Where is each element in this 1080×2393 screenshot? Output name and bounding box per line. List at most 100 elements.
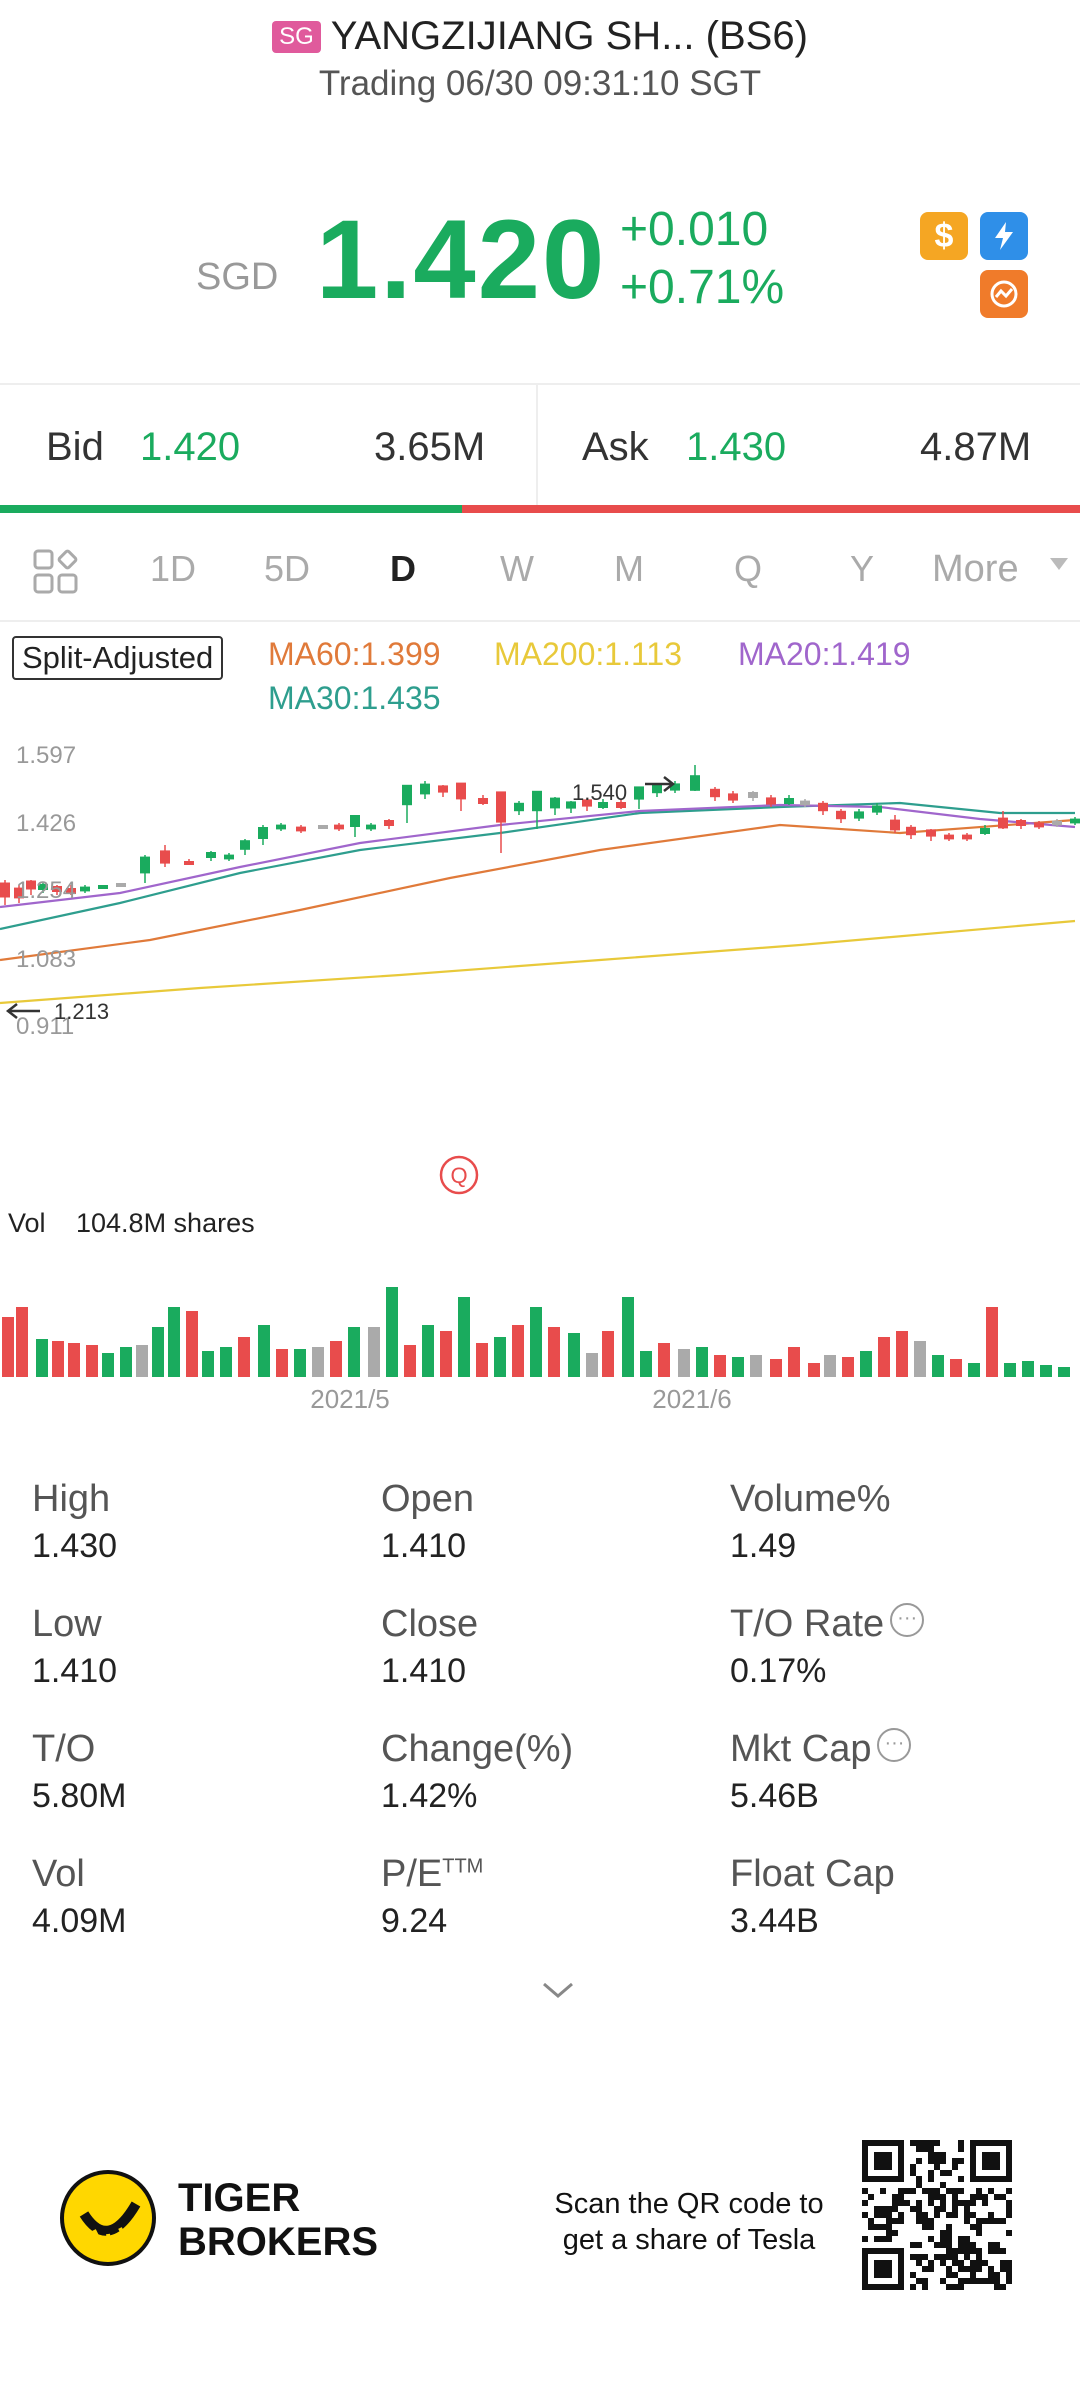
title-row[interactable]: SG YANGZIJIANG SH... (BS6) bbox=[0, 14, 1080, 59]
tab-m[interactable]: M bbox=[614, 548, 644, 589]
candle-body bbox=[296, 826, 306, 832]
tab-1d[interactable]: 1D bbox=[150, 548, 197, 589]
qr-module bbox=[946, 2266, 952, 2272]
volume-bar bbox=[476, 1343, 488, 1377]
qr-module bbox=[994, 2242, 1000, 2248]
qr-module bbox=[976, 2188, 982, 2194]
candle-body bbox=[1016, 820, 1026, 826]
qr-module bbox=[880, 2206, 886, 2212]
qr-module bbox=[994, 2194, 1000, 2200]
qr-module bbox=[988, 2212, 994, 2218]
volume-bar bbox=[1058, 1367, 1070, 1377]
tab-q[interactable]: Q bbox=[734, 548, 763, 589]
qr-module bbox=[934, 2140, 940, 2146]
event-marker[interactable]: Q bbox=[439, 1155, 479, 1195]
qr-module bbox=[886, 2218, 892, 2224]
qr-module bbox=[862, 2212, 868, 2218]
stat-high: High 1.430 bbox=[32, 1478, 117, 1566]
volume-bar bbox=[348, 1327, 360, 1377]
qr-module bbox=[886, 2230, 892, 2236]
qr-module bbox=[910, 2170, 916, 2176]
more-info-icon[interactable]: ··· bbox=[890, 1602, 925, 1637]
qr-module bbox=[922, 2224, 928, 2230]
currency-label: SGD bbox=[196, 256, 279, 298]
qr-module bbox=[880, 2224, 886, 2230]
split-adjusted-button[interactable]: Split-Adjusted bbox=[12, 636, 224, 680]
volume-bar bbox=[658, 1343, 670, 1377]
ma-line bbox=[0, 801, 1075, 931]
candle-body bbox=[800, 800, 810, 806]
qr-module bbox=[988, 2266, 994, 2272]
volume-bar bbox=[86, 1345, 98, 1377]
candle-body bbox=[456, 782, 466, 800]
price-change-percent: +0.71% bbox=[620, 261, 785, 314]
qr-module bbox=[946, 2284, 952, 2290]
market-badge: SG bbox=[272, 20, 321, 53]
layout-grid-icon[interactable] bbox=[32, 548, 80, 596]
brand-line: BROKERS bbox=[178, 2220, 379, 2264]
qr-module bbox=[958, 2242, 964, 2248]
qr-module bbox=[952, 2158, 958, 2164]
volume-bar bbox=[750, 1355, 762, 1377]
qr-module bbox=[928, 2152, 934, 2158]
tab-more[interactable]: More bbox=[932, 548, 1019, 590]
stat-value: 9.24 bbox=[381, 1902, 448, 1940]
qr-module bbox=[886, 2224, 892, 2230]
volume-bar bbox=[548, 1327, 560, 1377]
tab-5d[interactable]: 5D bbox=[264, 548, 311, 589]
chevron-down-icon[interactable] bbox=[540, 1978, 576, 2002]
qr-module bbox=[946, 2272, 952, 2278]
ask-strength-bar bbox=[462, 505, 1080, 513]
dollar-icon[interactable]: $ bbox=[920, 212, 968, 260]
candle-body bbox=[366, 824, 376, 830]
candle-body bbox=[962, 834, 972, 840]
candle-body bbox=[184, 861, 194, 865]
qr-module bbox=[892, 2230, 898, 2236]
candle-body bbox=[438, 785, 448, 793]
ask-label: Ask bbox=[582, 425, 649, 469]
stat-to-rate: T/O Rate ··· 0.17% bbox=[730, 1602, 925, 1691]
qr-module bbox=[976, 2260, 982, 2266]
stat-value: 1.410 bbox=[381, 1527, 467, 1565]
qr-module bbox=[994, 2248, 1000, 2254]
qr-module bbox=[946, 2248, 952, 2254]
qr-module bbox=[958, 2236, 964, 2242]
tab-y[interactable]: Y bbox=[850, 548, 875, 589]
trading-status: Trading 06/30 09:31:10 SGT bbox=[318, 64, 762, 103]
tiger-logo-icon bbox=[60, 2170, 156, 2266]
volume-bar bbox=[622, 1297, 634, 1377]
volume-value: 104.8M shares bbox=[76, 1208, 255, 1238]
qr-module bbox=[958, 2158, 964, 2164]
x-tick-label: 2021/6 bbox=[652, 1384, 732, 1414]
volume-bar bbox=[1004, 1363, 1016, 1377]
qr-module bbox=[958, 2200, 964, 2206]
tab-w[interactable]: W bbox=[500, 548, 534, 589]
volume-bar bbox=[102, 1353, 114, 1377]
qr-module bbox=[940, 2206, 946, 2212]
orange-badge-icon[interactable] bbox=[980, 270, 1028, 318]
qr-module bbox=[988, 2272, 994, 2278]
flash-icon[interactable] bbox=[980, 212, 1028, 260]
ma60-label: MA60:1.399 bbox=[268, 636, 441, 672]
qr-module bbox=[1000, 2266, 1006, 2272]
candle-body bbox=[550, 797, 560, 809]
qr-module bbox=[1000, 2194, 1006, 2200]
volume-bar bbox=[68, 1343, 80, 1377]
tab-d[interactable]: D bbox=[390, 548, 416, 589]
qr-module bbox=[940, 2200, 946, 2206]
qr-module bbox=[940, 2242, 946, 2248]
qr-module bbox=[994, 2272, 1000, 2278]
ma-line bbox=[0, 919, 1076, 1005]
qr-module bbox=[910, 2254, 916, 2260]
candle-body bbox=[854, 811, 864, 819]
chevron-down-icon[interactable] bbox=[1050, 558, 1068, 570]
more-info-icon[interactable]: ··· bbox=[877, 1727, 912, 1762]
volume-bar bbox=[330, 1341, 342, 1377]
candle-body bbox=[514, 802, 524, 812]
qr-module bbox=[928, 2194, 934, 2200]
scan-caption: Scan the QR code to get a share of Tesla bbox=[550, 2186, 828, 2258]
qr-module bbox=[904, 2200, 910, 2206]
qr-module bbox=[964, 2236, 970, 2242]
qr-module bbox=[934, 2194, 940, 2200]
